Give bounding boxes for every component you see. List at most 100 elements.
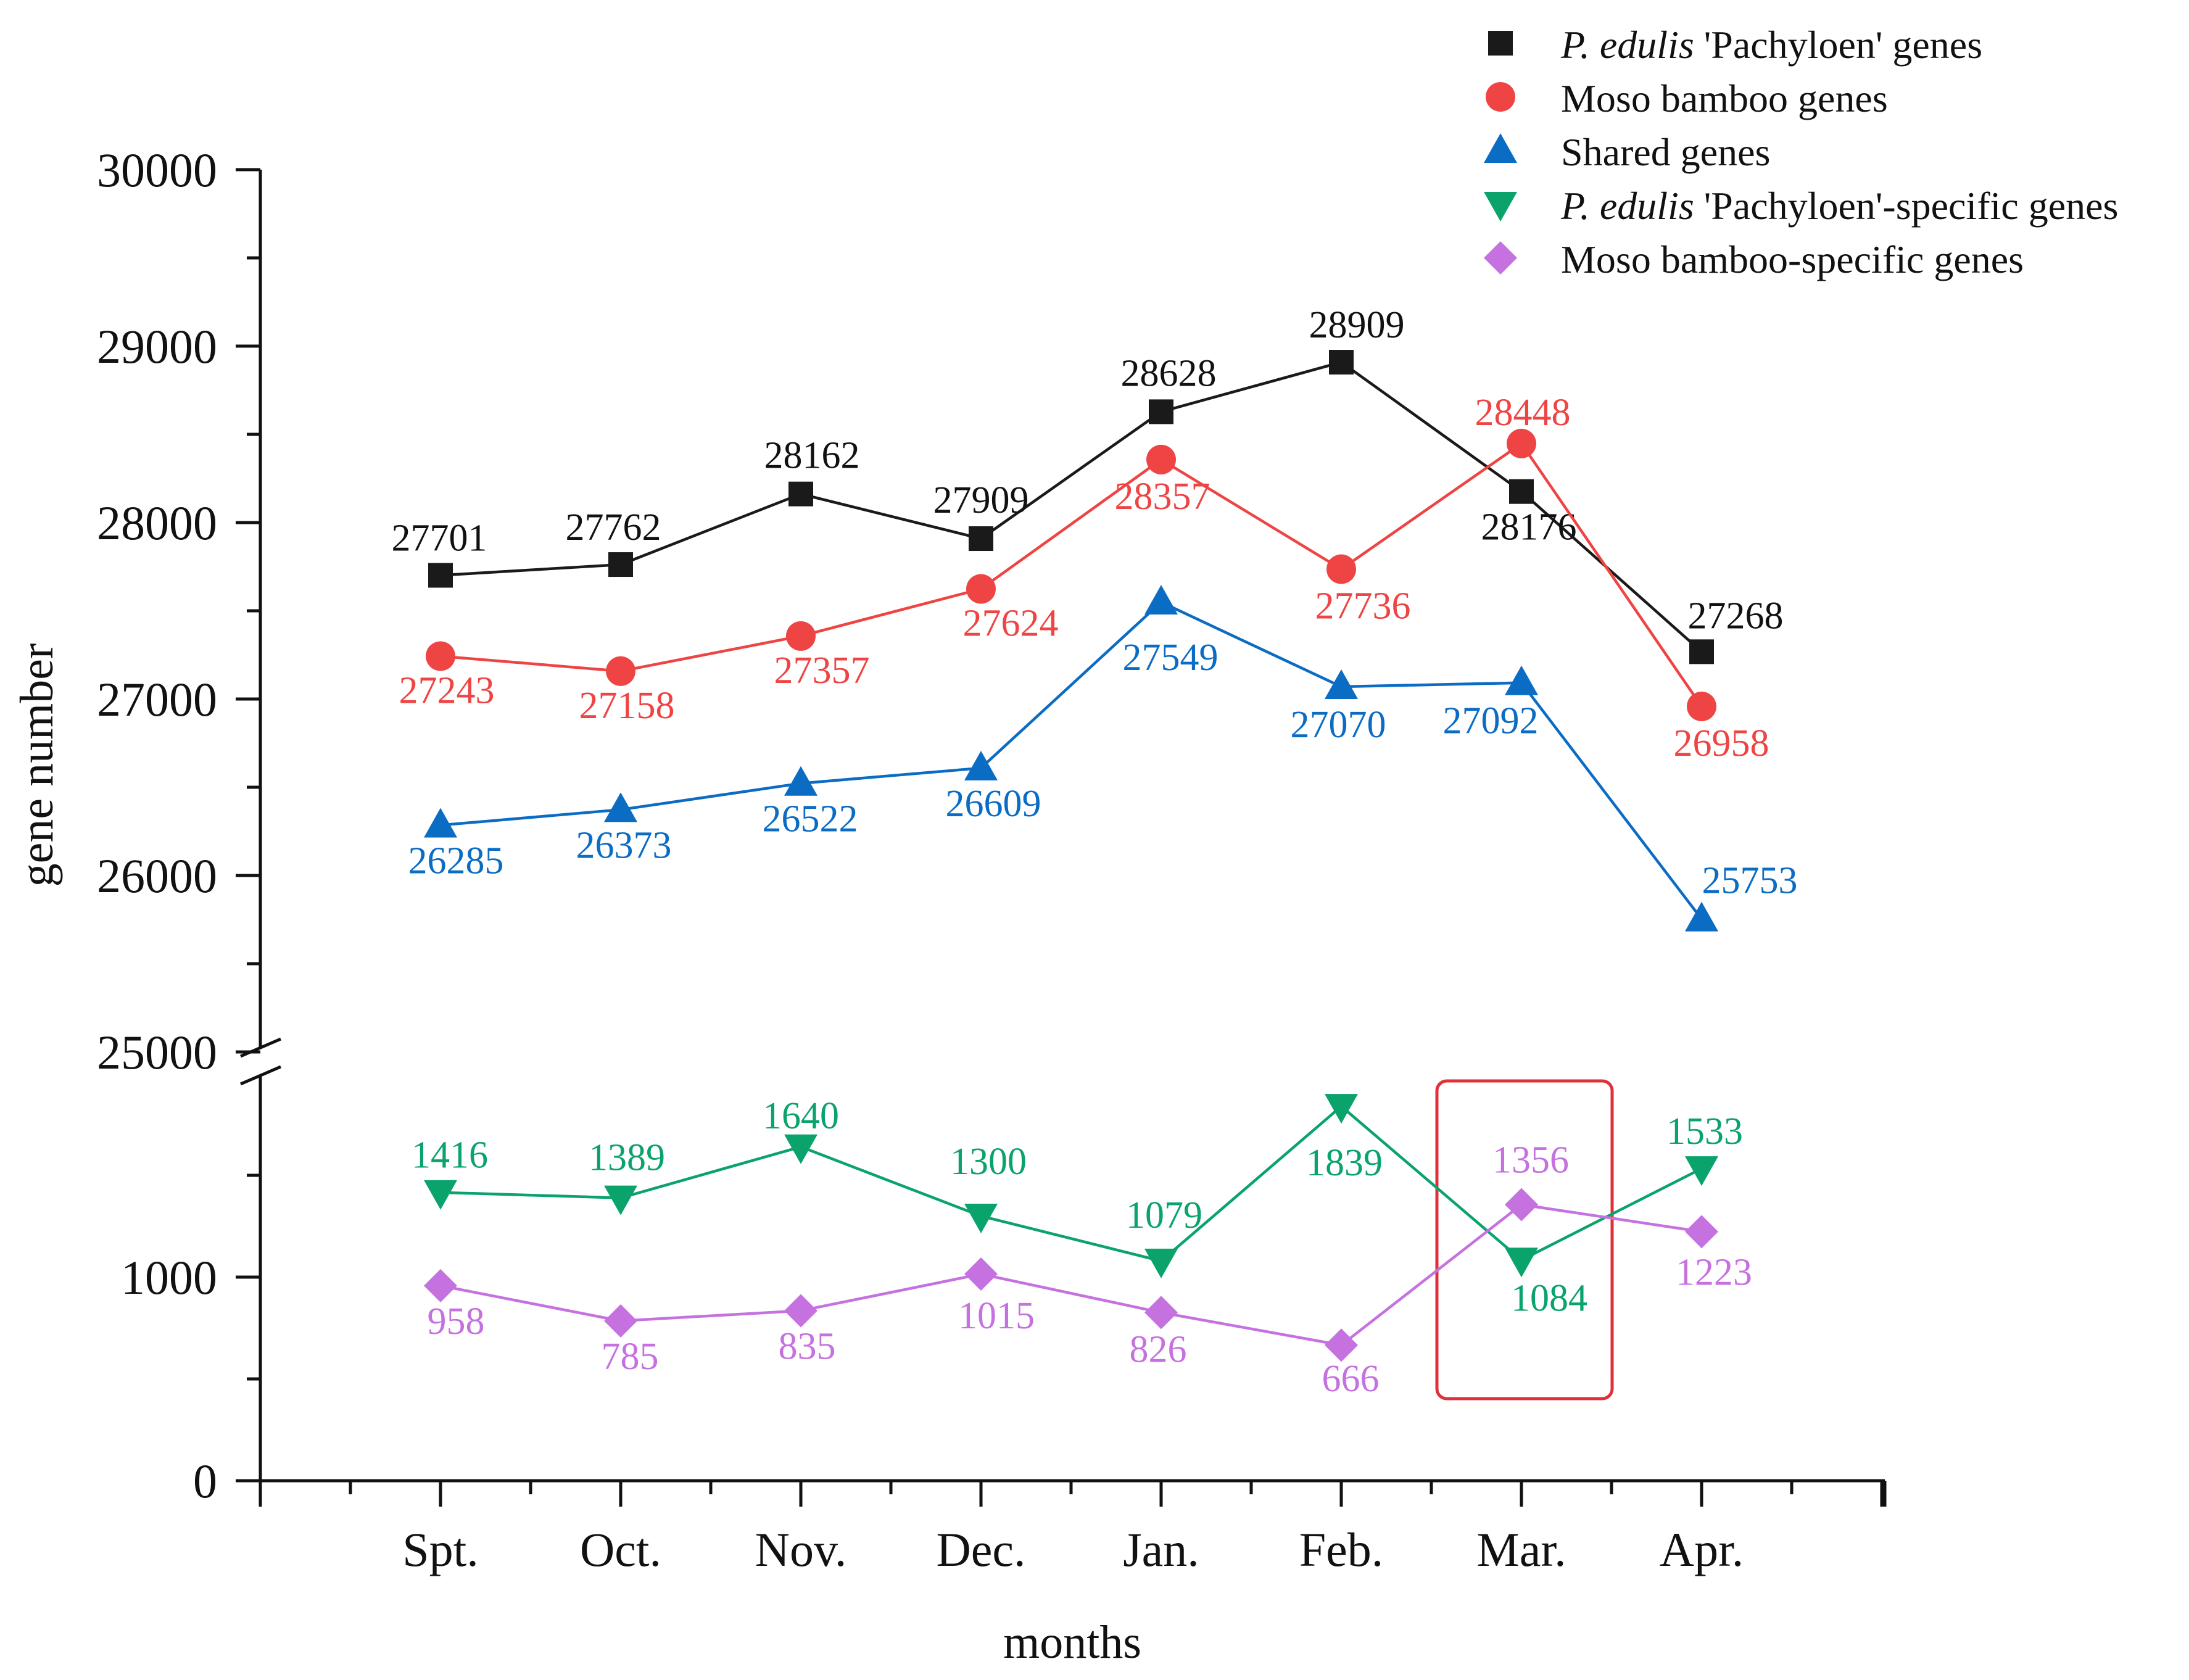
data-label: 27158 xyxy=(579,685,675,727)
data-label: 26285 xyxy=(408,840,504,882)
data-label: 28162 xyxy=(764,435,860,477)
data-point xyxy=(1685,1156,1718,1186)
data-label: 27909 xyxy=(933,479,1029,521)
data-point xyxy=(604,792,637,822)
data-point xyxy=(784,1294,817,1328)
legend-item: P. edulis 'Pachyloen' genes xyxy=(1488,23,1982,67)
series-layer: 27701 27762 28162 27909 28628 28909 28176 27268… xyxy=(392,304,1798,1400)
data-point xyxy=(964,750,998,780)
y-tick-label: 0 xyxy=(193,1454,217,1508)
x-tick-label: Apr. xyxy=(1660,1523,1744,1576)
data-point xyxy=(1144,1296,1178,1330)
legend-label: Moso bamboo-specific genes xyxy=(1561,238,2024,281)
data-label: 1640 xyxy=(763,1095,839,1137)
data-label: 28628 xyxy=(1121,352,1217,394)
data-point xyxy=(606,656,635,686)
axis-break-mark xyxy=(240,1065,281,1086)
data-label: 1389 xyxy=(589,1137,665,1179)
data-point xyxy=(424,808,457,838)
data-point xyxy=(969,526,993,552)
data-label: 26609 xyxy=(946,783,1041,825)
data-label: 26958 xyxy=(1674,722,1769,764)
y-tick-label: 30000 xyxy=(97,143,217,197)
data-label: 27624 xyxy=(963,603,1059,645)
data-point xyxy=(1146,444,1176,474)
x-tick-label: Feb. xyxy=(1299,1523,1384,1576)
data-label: 26522 xyxy=(763,798,858,840)
x-tick-label: Dec. xyxy=(936,1523,1025,1576)
series-1: 27701 27762 28162 27909 28628 28909 28176 27268 xyxy=(392,304,1784,664)
data-label: 1356 xyxy=(1492,1140,1569,1181)
data-point xyxy=(1326,554,1356,584)
legend-item: Moso bamboo-specific genes xyxy=(1484,238,2024,281)
y-tick-label: 25000 xyxy=(97,1025,217,1079)
series-line xyxy=(440,441,1703,708)
series-line xyxy=(440,1203,1702,1347)
data-label: 28357 xyxy=(1115,476,1210,518)
data-label: 27243 xyxy=(399,670,495,712)
legend-label: P. edulis 'Pachyloen' genes xyxy=(1560,23,1982,67)
legend-label: Shared genes xyxy=(1561,130,1770,174)
data-point xyxy=(964,1204,998,1233)
data-point xyxy=(1329,350,1354,375)
data-label: 27070 xyxy=(1291,704,1386,746)
data-point xyxy=(784,766,817,796)
data-point xyxy=(1509,479,1534,504)
data-label: 27549 xyxy=(1123,637,1219,679)
y-tick-label: 26000 xyxy=(97,849,217,903)
legend-marker xyxy=(1484,133,1517,163)
data-label: 1416 xyxy=(412,1135,488,1177)
data-point xyxy=(424,1268,457,1302)
legend-label: P. edulis 'Pachyloen'-specific genes xyxy=(1560,184,2118,228)
data-label: 835 xyxy=(779,1325,836,1367)
data-label: 785 xyxy=(602,1336,659,1378)
data-label: 27762 xyxy=(566,507,661,548)
legend-marker xyxy=(1484,241,1517,275)
data-point xyxy=(1144,584,1178,614)
data-point xyxy=(428,563,453,588)
axes: 30000 29000 28000 27000 26000 25000 1000 0 Spt. O… xyxy=(97,143,1887,1576)
highlight-box-layer xyxy=(1435,1079,1614,1401)
data-point xyxy=(1685,901,1718,932)
data-point xyxy=(1325,1094,1358,1124)
x-tick-label: Jan. xyxy=(1123,1523,1199,1576)
legend-marker xyxy=(1484,192,1517,221)
data-point xyxy=(424,1180,457,1210)
data-label: 28176 xyxy=(1481,507,1577,548)
data-label: 666 xyxy=(1322,1358,1380,1400)
y-tick-label: 29000 xyxy=(97,320,217,373)
x-tick-label: Nov. xyxy=(755,1523,847,1576)
legend: P. edulis 'Pachyloen' genes Moso bamboo g… xyxy=(1484,23,2118,281)
data-point xyxy=(1505,1188,1538,1222)
data-label: 27357 xyxy=(774,650,870,692)
series-4: 1416 1389 1640 1300 1079 1839 1084 1533 xyxy=(412,1094,1743,1319)
data-label: 26373 xyxy=(576,824,672,866)
series-5: 958 785 835 1015 826 666 1356 1223 xyxy=(424,1140,1752,1400)
x-tick-label: Mar. xyxy=(1476,1523,1566,1576)
y-tick-label: 1000 xyxy=(121,1251,217,1304)
data-label: 1300 xyxy=(950,1141,1027,1183)
data-point xyxy=(1325,669,1358,699)
data-point xyxy=(786,621,816,651)
y-axis-label: gene number xyxy=(11,643,63,887)
data-label: 1839 xyxy=(1306,1142,1383,1184)
data-point xyxy=(1149,399,1173,424)
data-point xyxy=(1144,1248,1178,1278)
data-point xyxy=(604,1185,637,1215)
data-point xyxy=(604,1304,637,1338)
data-label: 1079 xyxy=(1126,1194,1202,1236)
series-line xyxy=(440,600,1703,921)
data-label: 27092 xyxy=(1443,700,1539,742)
data-point xyxy=(426,641,455,671)
data-label: 826 xyxy=(1130,1328,1187,1370)
series-line xyxy=(440,360,1703,653)
data-point xyxy=(1685,1215,1718,1249)
data-point xyxy=(608,552,633,577)
x-tick-label: Spt. xyxy=(402,1523,479,1576)
data-point xyxy=(788,481,813,507)
data-label: 1223 xyxy=(1676,1251,1752,1293)
data-point xyxy=(1505,665,1538,695)
legend-item: P. edulis 'Pachyloen'-specific genes xyxy=(1484,184,2118,228)
data-point xyxy=(964,1257,998,1291)
